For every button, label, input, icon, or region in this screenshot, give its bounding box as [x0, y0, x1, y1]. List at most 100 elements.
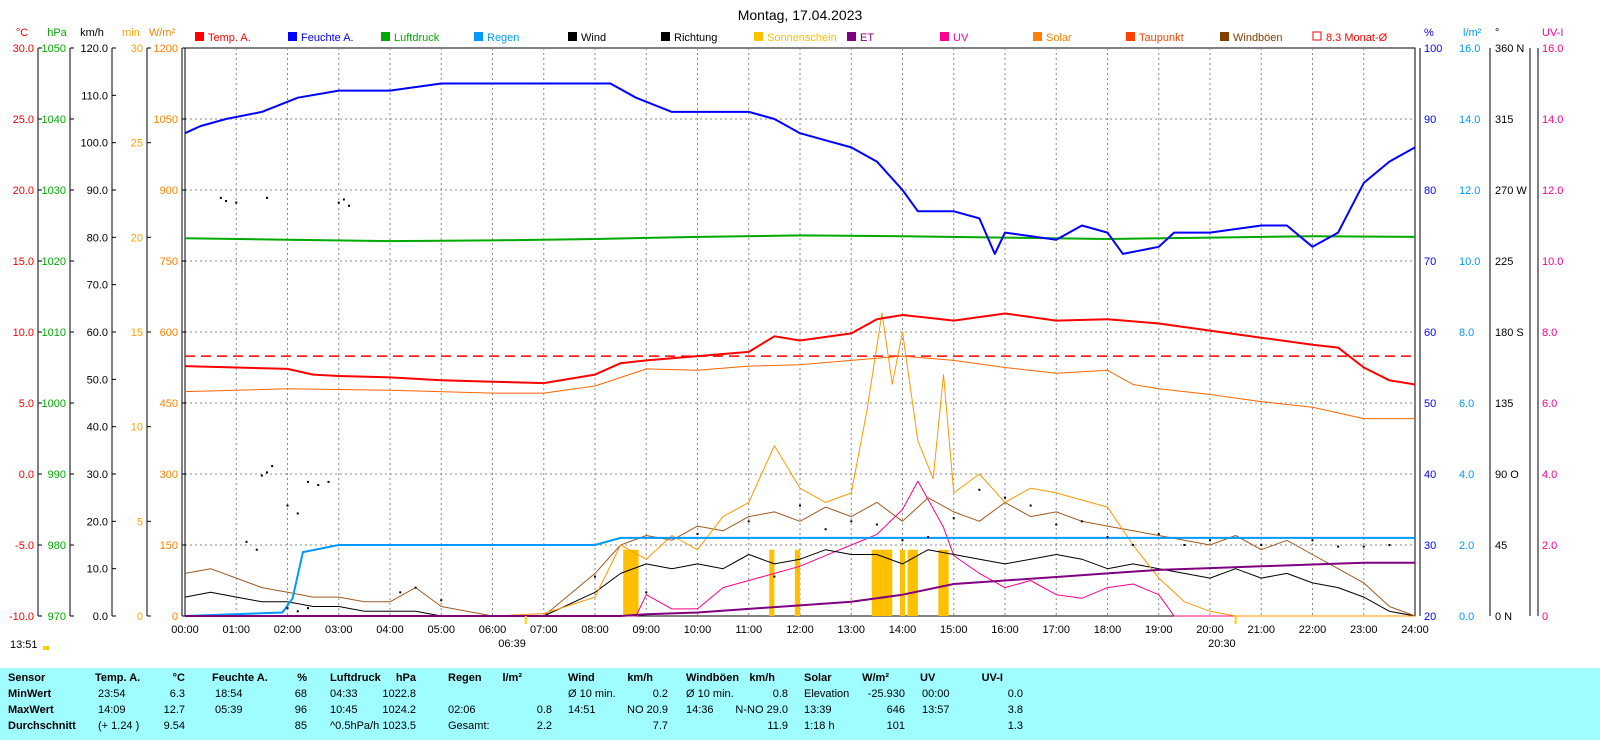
stats-solar-value: 101 [886, 720, 905, 732]
x-tick-label: 06:00 [479, 624, 507, 636]
stats-uv-value: 0.0 [1007, 688, 1023, 700]
left-axis-tick-label: 100.0 [80, 138, 108, 150]
legend-swatch [195, 32, 204, 41]
stats-header: hPa [395, 672, 416, 684]
right-axis-tick-label: 14.0 [1459, 114, 1480, 126]
left-axis-tick-label: 980 [48, 540, 66, 552]
sunrise-label: 06:39 [498, 638, 526, 650]
left-axis-unit: min [122, 27, 140, 39]
x-tick-label: 22:00 [1299, 624, 1327, 636]
stats-wind-value: 7.7 [652, 720, 668, 732]
right-axis-tick-label: 0.0 [1459, 611, 1474, 623]
left-axis-tick-label: 30.0 [87, 469, 108, 481]
legend-swatch [754, 32, 763, 41]
x-tick-label: 09:00 [632, 624, 660, 636]
direction-point [1183, 544, 1186, 546]
stats-pressure-time: 10:45 [330, 704, 358, 716]
x-tick-label: 11:00 [735, 624, 762, 636]
right-axis-tick-label: 30 [1424, 540, 1436, 552]
stats-header: km/h [749, 672, 775, 684]
x-tick-label: 01:00 [222, 624, 250, 636]
stats-temp-value: 12.7 [163, 704, 185, 716]
direction-point [978, 488, 981, 491]
left-axis-tick-label: 970 [48, 611, 66, 623]
right-axis-tick-label: 360 N [1495, 43, 1524, 55]
legend-swatch [1126, 32, 1135, 41]
right-axis-unit: ° [1495, 27, 1499, 39]
legend-label: Feuchte A. [301, 32, 354, 44]
direction-point [645, 591, 648, 594]
sunshine-bar [794, 549, 800, 616]
x-tick-label: 23:00 [1350, 624, 1378, 636]
right-axis-unit: UV-I [1542, 27, 1563, 39]
stats-pressure-time: 04:33 [330, 688, 358, 700]
direction-point [286, 504, 289, 507]
series-line-solar [185, 312, 1415, 617]
left-axis-tick-label: 1020 [42, 256, 66, 268]
direction-point [266, 471, 268, 474]
legend-label: 8.3 Monat-Ø [1326, 32, 1388, 44]
stats-rain-time: 02:06 [448, 704, 476, 716]
stats-gust-label: Ø 10 min. [686, 688, 734, 700]
left-axis-tick-label: 20.0 [13, 185, 34, 197]
legend-swatch [568, 32, 577, 41]
direction-point [235, 201, 238, 204]
right-axis-tick-label: 315 [1495, 114, 1513, 126]
sunshine-bar [907, 549, 918, 616]
stats-header: °C [172, 672, 185, 684]
stats-solar-label: Elevation [804, 688, 850, 700]
stats-header: l/m² [502, 672, 522, 684]
right-axis-tick-label: 8.0 [1542, 327, 1557, 339]
stats-panel: Sensor Temp. A. °C Feuchte A.% Luftdruck hPa R… [0, 668, 1600, 740]
direction-point [1209, 539, 1211, 542]
stats-temp-value: 9.54 [163, 720, 185, 732]
legend-label: Wind [581, 32, 606, 44]
stats-header: UV [920, 672, 936, 684]
left-axis-tick-label: 5 [137, 516, 143, 528]
sunshine-bar [871, 549, 893, 616]
left-axis-tick-label: 10 [131, 422, 143, 434]
direction-point [342, 198, 345, 201]
direction-point [875, 523, 878, 526]
direction-point [337, 201, 340, 204]
series-line-taupunkt [184, 355, 1415, 420]
stats-humidity-value: 68 [294, 688, 307, 700]
stats-uv-time: 00:00 [922, 688, 950, 700]
left-axis-tick-label: 600 [160, 327, 178, 339]
x-tick-label: 15:00 [940, 624, 968, 636]
direction-point [824, 528, 827, 531]
x-tick-label: 24:00 [1401, 624, 1429, 636]
direction-point [1080, 520, 1083, 523]
x-tick-label: 14:00 [889, 624, 917, 636]
direction-point [1055, 523, 1058, 526]
sunshine-bar [769, 549, 775, 616]
left-axis-tick-label: 25 [131, 138, 143, 150]
stats-temp-time: 14:09 [98, 704, 126, 716]
x-tick-label: 20:00 [1196, 624, 1224, 636]
direction-point [850, 520, 853, 523]
right-axis-tick-label: 12.0 [1459, 185, 1480, 197]
stats-uv-value: 1.3 [1007, 720, 1023, 732]
right-axis-tick-label: 2.0 [1459, 540, 1474, 552]
direction-point [901, 539, 904, 542]
left-axis-tick-label: 10.0 [13, 327, 34, 339]
right-axis-tick-label: 80 [1424, 185, 1436, 197]
stats-header: Luftdruck [330, 672, 381, 684]
stats-pressure-value: 1024.2 [382, 704, 416, 716]
right-axis-tick-label: 2.0 [1542, 540, 1557, 552]
legend-label: Sonnenschein [767, 32, 837, 44]
legend-label: Regen [487, 32, 519, 44]
direction-point [296, 610, 299, 613]
direction-point [1106, 536, 1109, 539]
series-line-wind [184, 549, 1416, 617]
direction-point [1337, 545, 1340, 548]
left-axis-tick-label: 10.0 [87, 564, 108, 576]
left-axis-tick-label: 30 [131, 43, 143, 55]
legend-swatch [1033, 32, 1042, 41]
x-tick-label: 04:00 [376, 624, 404, 636]
sunshine-bar [623, 549, 639, 616]
stats-wind-value: 0.2 [652, 688, 668, 700]
right-axis-tick-label: 45 [1495, 540, 1507, 552]
left-axis-tick-label: 0.0 [93, 611, 108, 623]
direction-point [414, 586, 417, 589]
